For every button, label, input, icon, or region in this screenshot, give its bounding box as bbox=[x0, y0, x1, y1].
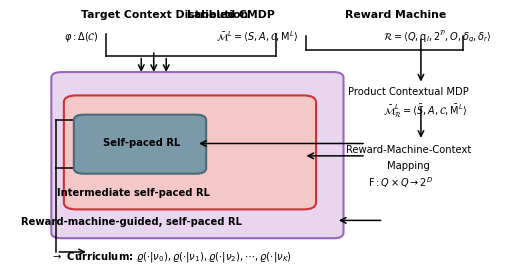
FancyBboxPatch shape bbox=[51, 72, 344, 238]
Text: Target Context Distribution: Target Context Distribution bbox=[81, 10, 248, 20]
Text: $\rightarrow$ Curriculum: $\varrho(\cdot|\nu_0), \varrho(\cdot|\nu_1), \varrho(\: $\rightarrow$ Curriculum: $\varrho(\cdot… bbox=[51, 250, 292, 264]
Text: Intermediate self-paced RL: Intermediate self-paced RL bbox=[57, 188, 210, 198]
Text: Self-paced RL: Self-paced RL bbox=[103, 139, 180, 148]
Text: Labeled CMDP: Labeled CMDP bbox=[187, 10, 275, 20]
FancyBboxPatch shape bbox=[64, 95, 316, 209]
Text: Product Contextual MDP: Product Contextual MDP bbox=[348, 87, 469, 97]
Text: Reward-Machine-Context: Reward-Machine-Context bbox=[346, 145, 471, 155]
Text: $\bar{\mathcal{M}}^L = \langle S, A, \mathcal{C}, \mathrm{M}^L \rangle$: $\bar{\mathcal{M}}^L = \langle S, A, \ma… bbox=[216, 30, 299, 44]
Text: Reward Machine: Reward Machine bbox=[345, 10, 446, 20]
Text: $\mathcal{R} = \langle Q, \mathsf{q}_I, 2^{\mathcal{P}}, O, \delta_q, \delta_r \: $\mathcal{R} = \langle Q, \mathsf{q}_I, … bbox=[384, 30, 492, 45]
Text: $\varphi : \Delta(\mathcal{C})$: $\varphi : \Delta(\mathcal{C})$ bbox=[64, 30, 99, 44]
FancyBboxPatch shape bbox=[74, 115, 206, 174]
Text: Mapping: Mapping bbox=[387, 161, 430, 171]
Text: Reward-machine-guided, self-paced RL: Reward-machine-guided, self-paced RL bbox=[21, 217, 242, 227]
Text: $\bar{\mathcal{M}}^L_{\mathcal{R}} = \langle \bar{S}, A, \mathcal{C}, \bar{\math: $\bar{\mathcal{M}}^L_{\mathcal{R}} = \la… bbox=[384, 103, 468, 120]
Text: $\mathrm{F} : Q \times Q \to 2^D$: $\mathrm{F} : Q \times Q \to 2^D$ bbox=[368, 176, 433, 190]
